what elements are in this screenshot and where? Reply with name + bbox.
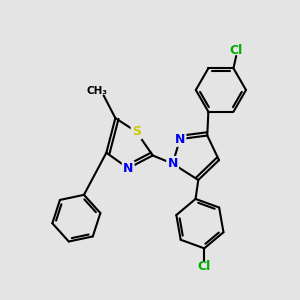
Text: S: S — [132, 125, 141, 138]
Text: Cl: Cl — [198, 260, 211, 273]
Text: CH₃: CH₃ — [86, 86, 107, 96]
Text: Cl: Cl — [230, 44, 243, 57]
Text: N: N — [123, 162, 134, 175]
Text: N: N — [167, 157, 178, 170]
Text: N: N — [175, 133, 185, 146]
